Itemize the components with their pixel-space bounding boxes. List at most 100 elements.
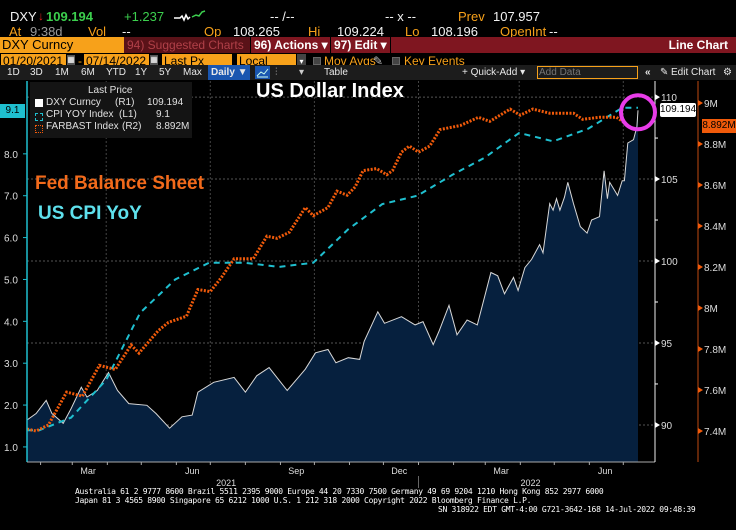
high-value: 109.224 xyxy=(337,24,384,39)
range-1d[interactable]: 1D xyxy=(7,67,20,78)
l1-tick-label: 1.0 xyxy=(4,443,18,454)
cpi-swatch-icon xyxy=(35,113,43,121)
actions-menu[interactable]: 96) Actions ▾ xyxy=(251,37,331,53)
x-tick-label: Dec xyxy=(391,466,408,476)
time: 9:38d xyxy=(30,24,63,39)
footer-contacts-2: Japan 81 3 4565 8900 Singapore 65 6212 1… xyxy=(75,496,532,505)
calendar-icon[interactable]: ▦ xyxy=(67,55,75,67)
legend-dxy-axis: (R1) xyxy=(115,97,135,108)
last-price: 109.194 xyxy=(46,9,93,24)
r1-tick xyxy=(655,421,660,428)
calendar-icon[interactable]: ▦ xyxy=(150,55,158,67)
prev-label: Prev xyxy=(458,9,485,24)
r2-tick-label: 7.6M xyxy=(704,386,726,397)
fed-swatch-icon xyxy=(35,125,43,133)
chart-type-label: Line Chart xyxy=(668,38,728,52)
chart-title: US Dollar Index xyxy=(256,80,404,102)
l1-tick-label: 5.0 xyxy=(4,275,18,286)
l1-tick-label: 3.0 xyxy=(4,359,18,370)
suggested-charts-button[interactable]: 94) Suggested Charts xyxy=(124,37,251,53)
openint-value: -- xyxy=(549,24,558,39)
x-tick-label: Mar xyxy=(80,466,96,476)
r2-tick-label: 9M xyxy=(704,99,718,110)
chart-legend: Last Price DXY Curncy (R1) 109.194 CPI Y… xyxy=(30,82,192,138)
x-tick-label: Jun xyxy=(185,466,200,476)
key-events-label: Key Events xyxy=(404,54,465,68)
r1-tick-label: 95 xyxy=(661,339,673,350)
r2-tick-label: 8.6M xyxy=(704,181,726,192)
l1-tick-label: 6.0 xyxy=(4,234,18,245)
r1-tick-label: 105 xyxy=(661,175,678,186)
legend-title: Last Price xyxy=(88,85,133,96)
low-value: 108.196 xyxy=(431,24,478,39)
r2-tick xyxy=(698,263,703,270)
mov-avgs-label: Mov Avgs xyxy=(324,54,376,68)
period-select[interactable]: Daily ▼ xyxy=(208,65,250,80)
range-6m[interactable]: 6M xyxy=(81,67,95,78)
down-arrow-icon: ↓ xyxy=(38,9,44,23)
openint-label: OpenInt xyxy=(500,24,547,39)
price-change: +1.237 xyxy=(124,9,165,24)
range-1y[interactable]: 1Y xyxy=(135,67,148,78)
bid-ask: -- /-- xyxy=(270,9,295,24)
mov-avgs-checkbox[interactable] xyxy=(313,57,321,65)
r1-tick xyxy=(655,176,660,183)
range-1m[interactable]: 1M xyxy=(55,67,69,78)
r2-tick xyxy=(698,346,703,353)
vol-label: Vol xyxy=(88,24,107,39)
bar-chart-icon[interactable]: ⫶ xyxy=(275,67,278,78)
legend-fed-axis: (R2) xyxy=(122,121,142,132)
range-5y[interactable]: 5Y xyxy=(159,67,172,78)
bid-ask-size: -- x -- xyxy=(385,9,417,24)
l1-tick-label: 8.0 xyxy=(4,150,18,161)
table-button[interactable]: Table xyxy=(324,67,348,78)
r1-tick-label: 110 xyxy=(661,93,677,104)
r2-tick-label: 7.8M xyxy=(704,345,726,356)
key-events-checkbox[interactable] xyxy=(392,57,400,65)
dropdown-arrow-icon[interactable]: ▾ xyxy=(297,54,306,69)
cpi-yoy-line xyxy=(27,106,638,432)
r2-tick xyxy=(698,181,703,188)
range-3d[interactable]: 3D xyxy=(30,67,43,78)
line-chart-icon[interactable] xyxy=(255,66,270,79)
r2-tick-label: 8.8M xyxy=(704,140,726,151)
gear-icon[interactable]: ⚙ xyxy=(723,67,732,78)
fed-last-tag: 8.892M xyxy=(702,119,736,133)
r1-tick xyxy=(655,94,660,101)
l1-tick-label: 4.0 xyxy=(4,317,18,328)
r2-tick xyxy=(698,305,703,312)
footer-session: SN 318922 EDT GMT-4:00 G721-3642-168 14-… xyxy=(438,505,696,514)
r1-tick xyxy=(655,339,660,346)
legend-dxy-name: DXY Curncy xyxy=(46,97,101,108)
security-input[interactable]: DXY Curncy xyxy=(0,37,124,53)
open-value: 108.265 xyxy=(233,24,280,39)
collapse-icon[interactable]: « xyxy=(645,67,651,78)
edit-chart-button[interactable]: Edit Chart xyxy=(671,67,716,78)
vol-value: -- xyxy=(122,24,131,39)
prev-value: 107.957 xyxy=(493,9,540,24)
date-separator: - xyxy=(78,54,82,68)
legend-cpi-axis: (L1) xyxy=(119,109,137,120)
r2-tick-label: 8.2M xyxy=(704,263,726,274)
range-ytd[interactable]: YTD xyxy=(106,67,126,78)
range-max[interactable]: Max xyxy=(183,67,202,78)
add-data-input[interactable] xyxy=(537,66,638,79)
legend-dxy-value: 109.194 xyxy=(147,97,184,108)
l1-tick-label: 2.0 xyxy=(4,401,18,412)
pencil-icon[interactable]: ✎ xyxy=(373,54,384,68)
dxy-swatch-icon xyxy=(35,99,43,107)
legend-fed-name: FARBAST Index xyxy=(46,121,119,132)
r2-tick xyxy=(698,387,703,394)
r1-tick-label: 90 xyxy=(661,421,673,432)
edit-menu[interactable]: 97) Edit ▾ xyxy=(331,37,391,53)
pencil-icon: ✎ xyxy=(660,67,669,78)
r2-tick-label: 8.4M xyxy=(704,222,726,233)
at-label: At xyxy=(9,24,22,39)
open-label: Op xyxy=(204,24,222,39)
r2-tick-label: 8M xyxy=(704,304,718,315)
quick-add-button[interactable]: + Quick-Add ▾ xyxy=(462,67,526,78)
chart-type-dropdown-icon[interactable]: ▾ xyxy=(299,67,305,78)
r2-tick xyxy=(698,428,703,435)
r1-tick-label: 100 xyxy=(661,257,678,268)
low-label: Lo xyxy=(405,24,420,39)
